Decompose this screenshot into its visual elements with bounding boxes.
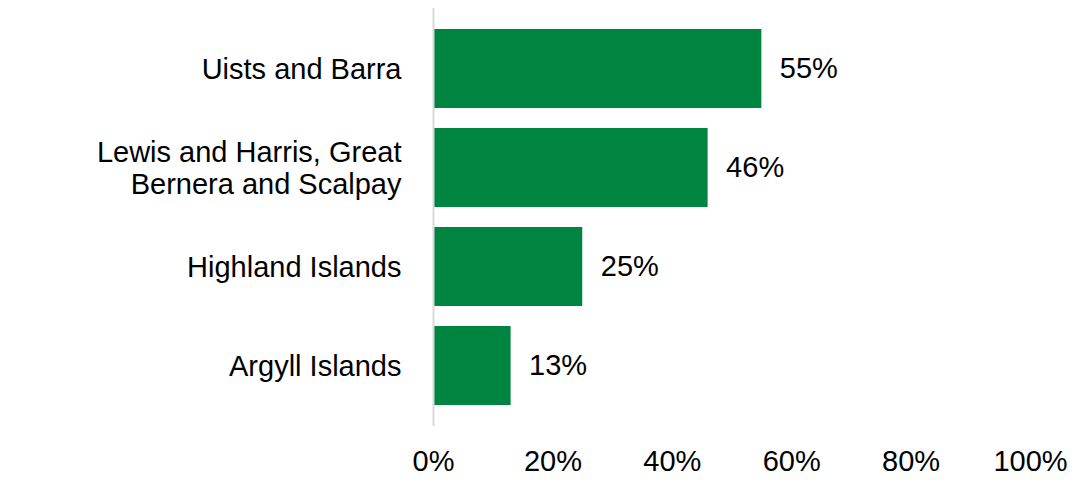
- svg-text:Uists and Barra: Uists and Barra: [202, 53, 403, 85]
- svg-text:100%: 100%: [993, 445, 1067, 477]
- svg-text:60%: 60%: [763, 445, 821, 477]
- svg-text:80%: 80%: [882, 445, 940, 477]
- svg-text:Argyll Islands: Argyll Islands: [229, 350, 401, 382]
- svg-text:Highland Islands: Highland Islands: [187, 251, 401, 283]
- svg-text:13%: 13%: [529, 349, 587, 381]
- svg-text:40%: 40%: [643, 445, 701, 477]
- svg-text:Lewis and Harris, GreatBernera: Lewis and Harris, GreatBernera and Scalp…: [97, 136, 402, 200]
- svg-text:55%: 55%: [780, 52, 838, 84]
- svg-text:0%: 0%: [413, 445, 455, 477]
- svg-text:20%: 20%: [524, 445, 582, 477]
- svg-text:25%: 25%: [601, 250, 659, 282]
- svg-text:46%: 46%: [726, 151, 784, 183]
